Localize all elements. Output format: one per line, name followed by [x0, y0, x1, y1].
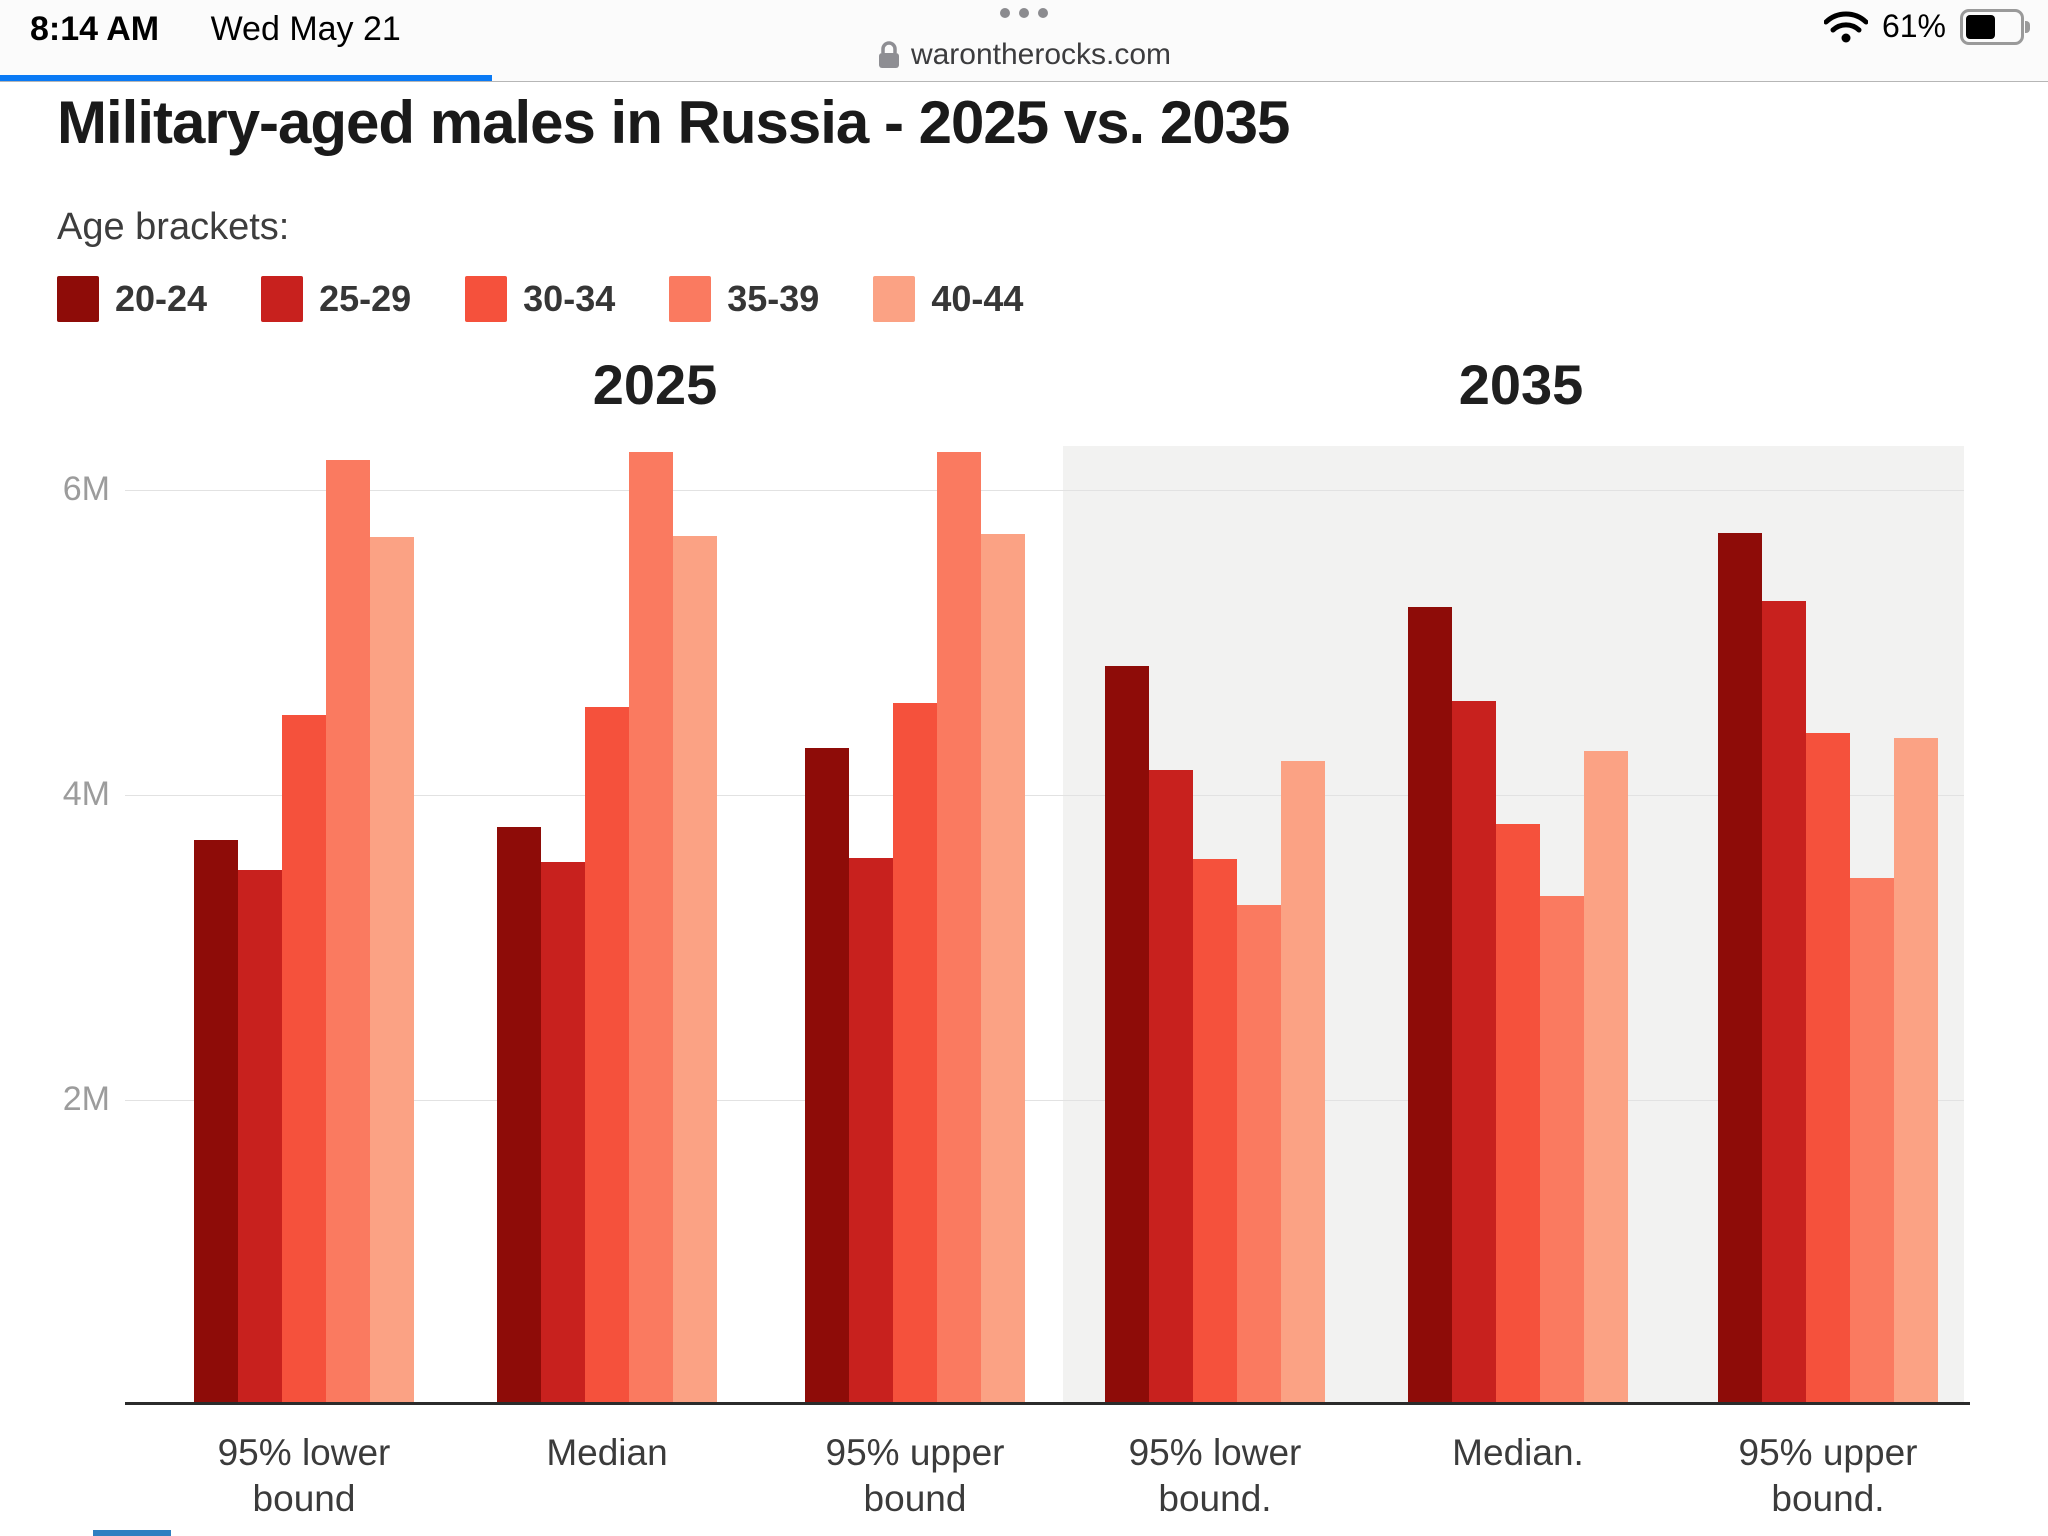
date-text: Wed May 21 — [210, 10, 401, 48]
bar-35-39 — [1850, 878, 1894, 1402]
status-time-date: 8:14 AM Wed May 21 — [30, 10, 401, 49]
legend-swatch-20-24 — [57, 276, 99, 322]
bar-20-24 — [194, 840, 238, 1402]
status-icons: 61% — [1823, 8, 2030, 45]
y-tick-4m: 4M — [62, 775, 110, 813]
bar-40-44 — [1281, 761, 1325, 1402]
bar-group-2025-95-upper-bound — [805, 446, 1025, 1402]
status-bar: 8:14 AM Wed May 21 warontherocks.com 61% — [0, 0, 2048, 82]
legend-item-20-24: 20-24 — [57, 276, 207, 322]
x-axis-category-label: 95% lower bound — [217, 1432, 391, 1519]
x-axis-category-label: Median — [546, 1432, 668, 1473]
bar-30-34 — [585, 707, 629, 1402]
bar-30-34 — [1193, 859, 1237, 1402]
bar-group-2035-Median- — [1408, 446, 1628, 1402]
bar-group-2035-95-lower-bound- — [1105, 446, 1325, 1402]
legend: 20-24 25-29 30-34 35-39 40-44 — [57, 276, 1023, 322]
bar-25-29 — [1762, 601, 1806, 1402]
legend-label: 20-24 — [115, 278, 208, 319]
x-axis-line — [125, 1402, 1970, 1405]
cutoff-link-underline — [93, 1530, 171, 1536]
y-tick-6m: 6M — [62, 470, 110, 508]
gridline-6m — [125, 490, 1964, 491]
panel-label-2025: 2025 — [592, 353, 718, 416]
bar-25-29 — [541, 862, 585, 1402]
x-axis-category-label: 95% upper bound — [825, 1432, 1005, 1519]
bar-25-29 — [1452, 701, 1496, 1402]
bar-25-29 — [1149, 770, 1193, 1402]
address-bar[interactable]: warontherocks.com — [724, 38, 1324, 72]
bar-25-29 — [238, 870, 282, 1402]
wifi-icon — [1823, 11, 1868, 42]
legend-swatch-25-29 — [261, 276, 304, 322]
bar-20-24 — [1718, 533, 1762, 1402]
x-axis-category-label: Median. — [1452, 1432, 1584, 1473]
bar-35-39 — [1540, 896, 1584, 1402]
bar-35-39 — [326, 460, 370, 1402]
bar-35-39 — [629, 452, 673, 1402]
bar-20-24 — [497, 827, 541, 1402]
bar-40-44 — [673, 536, 717, 1402]
bar-30-34 — [1496, 824, 1540, 1402]
bar-40-44 — [1584, 751, 1628, 1402]
bar-40-44 — [1894, 738, 1938, 1402]
legend-label: 30-34 — [523, 278, 616, 319]
bar-20-24 — [1408, 607, 1452, 1402]
clock-text: 8:14 AM — [30, 10, 160, 48]
legend-item-40-44: 40-44 — [873, 276, 1023, 322]
legend-item-35-39: 35-39 — [669, 276, 819, 322]
bar-30-34 — [1806, 733, 1850, 1402]
legend-item-30-34: 30-34 — [465, 276, 615, 322]
bar-group-2025-Median — [497, 446, 717, 1402]
legend-swatch-30-34 — [465, 276, 508, 322]
legend-label: 40-44 — [931, 278, 1024, 319]
bar-20-24 — [805, 748, 849, 1402]
y-tick-2m: 2M — [62, 1080, 110, 1118]
bar-25-29 — [849, 858, 893, 1402]
x-axis-category-label: 95% lower bound. — [1128, 1432, 1302, 1519]
bar-group-2025-95-lower-bound — [194, 446, 414, 1402]
chrome-divider — [0, 81, 2048, 82]
lock-icon — [878, 41, 899, 68]
legend-label: 35-39 — [727, 278, 820, 319]
panel-label-2035: 2035 — [1458, 353, 1584, 416]
legend-label: 25-29 — [319, 278, 412, 319]
url-text: warontherocks.com — [910, 38, 1172, 71]
bar-30-34 — [893, 703, 937, 1402]
legend-item-25-29: 25-29 — [261, 276, 411, 322]
bar-35-39 — [937, 452, 981, 1402]
bar-35-39 — [1237, 905, 1281, 1402]
bar-group-2035-95-upper-bound- — [1718, 446, 1938, 1402]
chart-title: Military-aged males in Russia - 2025 vs.… — [57, 89, 1290, 156]
gridline-2m — [125, 1100, 1964, 1101]
bar-30-34 — [282, 715, 326, 1402]
bar-40-44 — [370, 537, 414, 1402]
gridline-4m — [125, 795, 1964, 796]
x-axis-category-label: 95% upper bound. — [1738, 1432, 1918, 1519]
bar-40-44 — [981, 534, 1025, 1402]
bar-20-24 — [1105, 666, 1149, 1402]
legend-swatch-40-44 — [873, 276, 916, 322]
battery-icon — [1960, 8, 2030, 45]
legend-title: Age brackets: — [57, 206, 290, 248]
page-load-progress-bar — [0, 75, 492, 81]
battery-percent-text: 61% — [1881, 8, 1946, 44]
legend-swatch-35-39 — [669, 276, 712, 322]
tab-overview-ellipsis-icon[interactable] — [1000, 8, 1048, 18]
